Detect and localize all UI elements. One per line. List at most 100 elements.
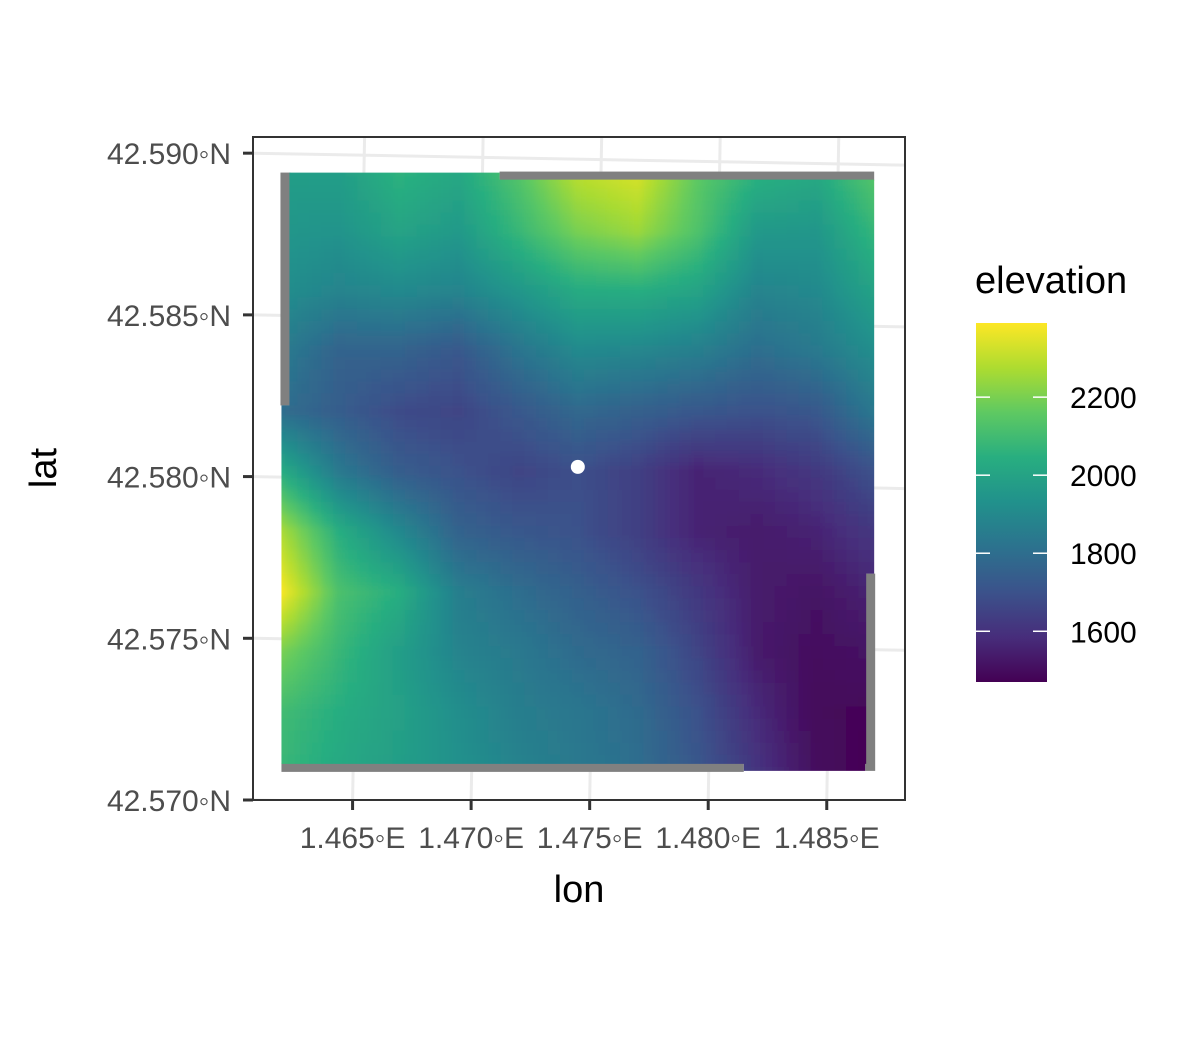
raster-cell [380, 212, 394, 226]
raster-cell [536, 357, 549, 371]
raster-cell [512, 176, 526, 190]
raster-cell [536, 224, 549, 238]
raster-cell [345, 574, 359, 588]
raster-cell [691, 345, 705, 359]
raster-cell [404, 381, 418, 395]
raster-cell [834, 393, 848, 407]
raster-cell [512, 357, 526, 371]
raster-cell [822, 694, 836, 708]
raster-cell [416, 224, 430, 238]
raster-cell [571, 441, 585, 455]
raster-cell [309, 369, 323, 383]
raster-cell [524, 586, 538, 600]
raster-cell [607, 513, 621, 527]
raster-cell [822, 622, 836, 636]
raster-cell [416, 658, 430, 672]
raster-cell [774, 754, 788, 768]
raster-cell [858, 297, 872, 311]
raster-cell [524, 682, 538, 696]
x-axis: 1.465◦E 1.470◦E 1.475◦E 1.480◦E 1.485◦E [253, 799, 905, 855]
raster-cell [798, 694, 812, 708]
raster-cell [786, 646, 800, 660]
raster-cell [655, 212, 669, 226]
raster-cell [500, 369, 514, 383]
raster-cell [655, 369, 669, 383]
raster-cell [357, 188, 370, 202]
raster-cell [750, 706, 764, 720]
raster-cell [798, 393, 812, 407]
raster-cell [679, 513, 693, 527]
raster-cell [547, 537, 561, 552]
raster-cell [583, 537, 597, 552]
raster-cell [345, 260, 359, 274]
raster-cell [715, 525, 728, 539]
raster-cell [822, 766, 836, 771]
raster-cell [691, 658, 705, 672]
raster-cell [738, 405, 752, 419]
raster-cell [380, 333, 394, 347]
raster-cell [643, 417, 657, 431]
raster-cell [428, 658, 442, 672]
raster-cell [428, 188, 442, 202]
raster-cell [595, 321, 609, 335]
raster-cell [774, 393, 788, 407]
raster-cell [726, 345, 740, 359]
raster-cell [762, 610, 776, 624]
raster-cell [810, 441, 824, 455]
raster-cell [536, 658, 549, 672]
raster-cell [810, 405, 824, 419]
raster-cell [631, 562, 645, 576]
raster-cell [500, 248, 514, 262]
raster-cell [810, 345, 824, 359]
raster-cell [870, 429, 875, 443]
raster-cell [345, 537, 359, 552]
raster-cell [750, 658, 764, 672]
raster-cell [536, 525, 549, 539]
raster-cell [738, 357, 752, 371]
raster-cell [691, 550, 705, 564]
raster-cell [476, 172, 490, 178]
raster-cell [750, 393, 764, 407]
raster-cell [404, 369, 418, 383]
raster-cell [281, 417, 287, 431]
raster-cell [786, 345, 800, 359]
raster-cell [595, 670, 609, 684]
raster-cell [333, 742, 347, 756]
raster-cell [464, 525, 478, 539]
raster-cell [285, 477, 299, 491]
raster-cell [392, 260, 406, 274]
raster-cell [834, 622, 848, 636]
raster-cell [464, 272, 478, 287]
raster-cell [738, 465, 752, 479]
raster-cell [559, 297, 573, 311]
raster-cell [655, 658, 669, 672]
raster-cell [404, 477, 418, 491]
raster-cell [571, 417, 585, 431]
raster-cell [476, 212, 490, 226]
raster-cell [368, 405, 382, 419]
raster-cell [368, 501, 382, 515]
raster-cell [798, 550, 812, 564]
raster-cell [321, 188, 335, 202]
raster-cell [571, 730, 585, 744]
raster-cell [750, 260, 764, 274]
raster-cell [774, 730, 788, 744]
raster-cell [607, 574, 621, 588]
raster-cell [643, 537, 657, 552]
raster-cell [667, 297, 681, 311]
raster-cell [440, 441, 454, 455]
raster-cell [536, 634, 549, 648]
raster-cell [631, 477, 645, 491]
raster-cell [368, 248, 382, 262]
raster-cell [464, 501, 478, 515]
raster-cell [715, 489, 728, 503]
raster-cell [488, 513, 502, 527]
raster-cell [703, 562, 717, 576]
raster-cell [595, 682, 609, 696]
raster-cell [750, 586, 764, 600]
raster-cell [357, 465, 370, 479]
raster-cell [810, 766, 824, 771]
raster-cell [738, 309, 752, 323]
